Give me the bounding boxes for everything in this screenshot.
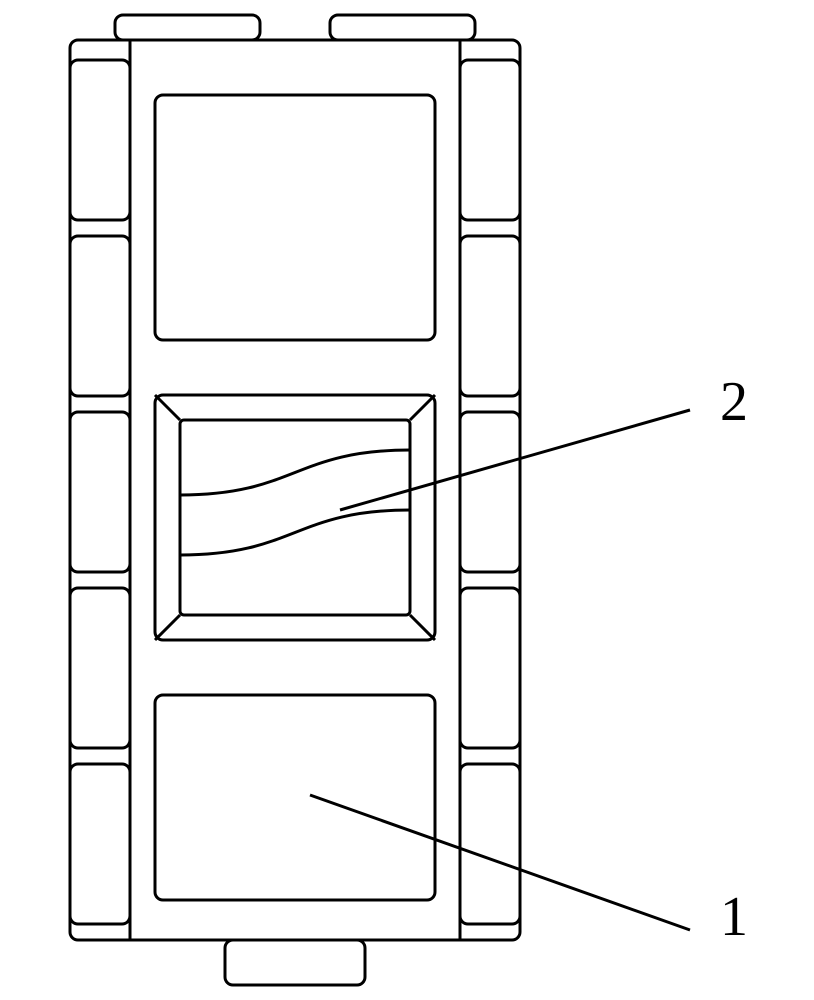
bevel-tr [410,395,435,420]
s-curve-bottom [180,510,410,555]
left-segment-4 [70,764,130,924]
top-stud-1 [330,15,475,40]
right-segment-3 [460,588,520,748]
callout-1-leader [310,795,690,930]
callout-2-leader [340,410,690,510]
callout-2-label: 2 [720,371,748,433]
callout-1-label: 1 [720,886,748,948]
bevel-bl [155,615,180,640]
panel-bottom [155,695,435,900]
window-outer [155,395,435,640]
left-segment-1 [70,236,130,396]
panel-top [155,95,435,340]
bevel-br [410,615,435,640]
right-segment-4 [460,764,520,924]
device-outer [70,40,520,940]
window-bevel [180,420,410,615]
right-segment-0 [460,60,520,220]
left-segment-0 [70,60,130,220]
bottom-stud [225,940,365,985]
right-segment-1 [460,236,520,396]
s-curve-top [180,450,410,495]
right-segment-2 [460,412,520,572]
bevel-tl [155,395,180,420]
top-stud-0 [115,15,260,40]
left-segment-2 [70,412,130,572]
left-segment-3 [70,588,130,748]
